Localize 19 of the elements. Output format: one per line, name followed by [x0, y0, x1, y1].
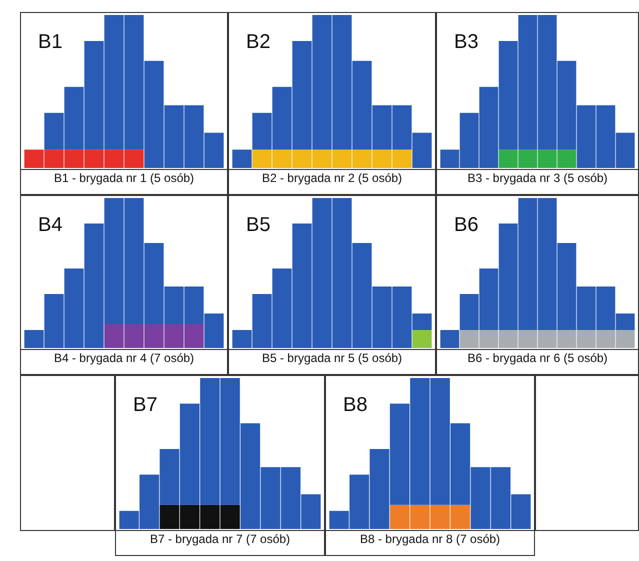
- x-axis-title: B4 - brygada nr 4 (7 osób): [54, 351, 194, 365]
- x-axis-title: B3 - brygada nr 3 (5 osób): [467, 171, 608, 185]
- x-axis-title: B7 - brygada nr 7 (7 osób): [150, 532, 290, 546]
- text: B6: [454, 214, 478, 236]
- text: B7: [133, 394, 158, 416]
- text: B8: [343, 394, 368, 416]
- bar: [412, 330, 432, 348]
- text: B4: [38, 214, 62, 236]
- text: B1: [38, 31, 62, 53]
- text: B2: [246, 31, 270, 53]
- bar: [440, 330, 460, 348]
- x-axis-title: B6 - brygada nr 6 (5 osób): [467, 351, 608, 365]
- text: B3: [454, 31, 478, 53]
- x-axis-title: B8 - brygada nr 8 (7 osób): [360, 532, 500, 546]
- bar: [232, 150, 252, 168]
- text: B5: [246, 214, 270, 236]
- x-axis-title: B1 - brygada nr 1 (5 osób): [54, 171, 194, 185]
- x-axis-title: B2 - brygada nr 2 (5 osób): [262, 171, 402, 185]
- x-axis-title: B5 - brygada nr 5 (5 osób): [262, 351, 402, 365]
